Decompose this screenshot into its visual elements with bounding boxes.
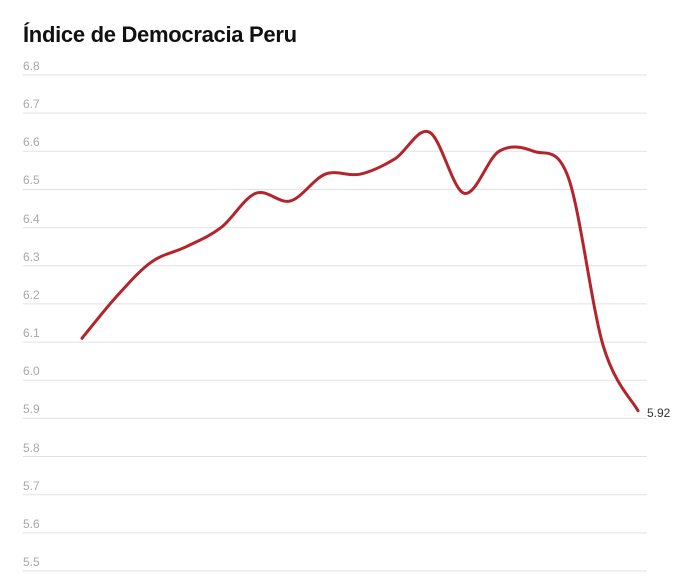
y-tick-label: 6.3 xyxy=(23,249,40,264)
y-tick-label: 6.7 xyxy=(23,97,40,112)
y-tick-label: 6.4 xyxy=(23,211,40,226)
series-line-peru xyxy=(80,129,640,413)
y-tick-label: 5.6 xyxy=(23,516,40,531)
y-tick-label: 6.8 xyxy=(23,59,40,73)
y-tick-label: 5.5 xyxy=(23,555,40,569)
y-tick-label: 5.8 xyxy=(23,440,40,455)
y-tick-label: 6.5 xyxy=(23,173,40,188)
y-tick-label: 6.6 xyxy=(23,135,40,150)
y-tick-label: 5.9 xyxy=(23,402,40,417)
y-tick-label: 5.7 xyxy=(23,478,40,493)
y-tick-label: 6.0 xyxy=(23,364,40,379)
y-tick-label: 6.1 xyxy=(23,326,40,341)
y-tick-label: 6.2 xyxy=(23,287,40,302)
last-value-label: 5.92 xyxy=(647,406,671,420)
chart-title: Índice de Democracia Peru xyxy=(23,22,297,47)
